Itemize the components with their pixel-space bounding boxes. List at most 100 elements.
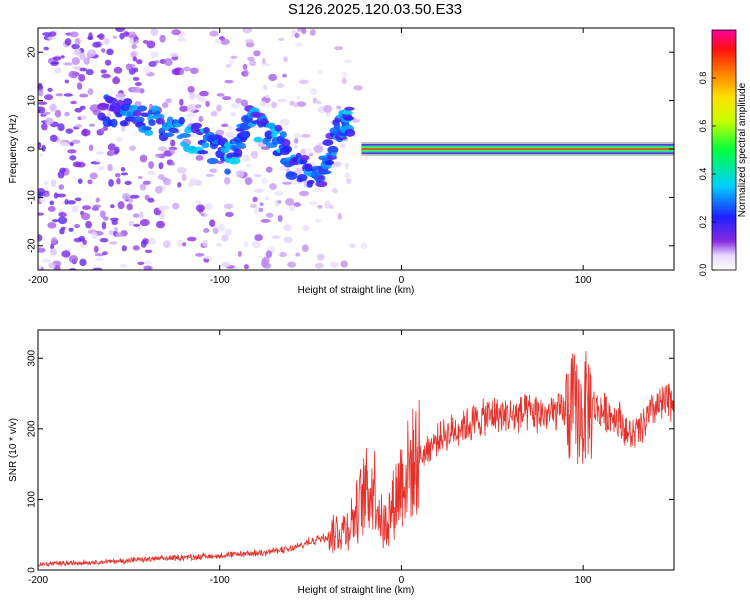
noise-blob [120, 172, 129, 176]
noise-blob [344, 162, 350, 169]
snr-x-ticks: -200 -100 0 100 [28, 330, 592, 586]
noise-blob [78, 74, 86, 82]
noise-blob [48, 262, 56, 269]
noise-blob [298, 79, 309, 85]
noise-blob [161, 101, 169, 109]
noise-blob [203, 255, 212, 260]
noise-blob [121, 245, 127, 252]
noise-blob [190, 67, 199, 74]
trace-blob [148, 119, 156, 126]
noise-blob [99, 210, 106, 219]
noise-blob [74, 197, 82, 202]
snr-y-ticks: 0 100 200 300 [27, 349, 674, 573]
noise-blob [107, 163, 113, 172]
trace-blob [142, 126, 152, 131]
noise-blob [69, 31, 79, 38]
trace-blob [344, 106, 355, 111]
noise-blob [127, 31, 137, 39]
noise-blob [113, 150, 119, 155]
noise-blob [53, 192, 59, 199]
noise-blob [41, 258, 52, 263]
x-tick-label: 100 [575, 275, 592, 286]
noise-blob [157, 221, 163, 227]
trace-blob [300, 154, 310, 161]
noise-blob [336, 105, 342, 110]
noise-blob [113, 66, 123, 74]
trace-blob [344, 128, 356, 137]
noise-blob [179, 69, 184, 76]
noise-blob [57, 216, 68, 225]
noise-blob [198, 115, 204, 123]
trace-blob [119, 120, 129, 127]
noise-blob [244, 69, 249, 77]
noise-blob [129, 194, 140, 199]
noise-blob [215, 129, 225, 136]
noise-blob [101, 221, 107, 230]
noise-blob [253, 50, 261, 57]
trace-blob [98, 103, 110, 108]
noise-blob [235, 97, 242, 104]
noise-blob [312, 97, 318, 104]
noise-blob [221, 123, 229, 128]
noise-blob [101, 73, 111, 79]
noise-blob [187, 85, 195, 93]
noise-blob [58, 184, 65, 190]
noise-blob [147, 197, 155, 203]
noise-blob [260, 146, 270, 150]
noise-blob [181, 173, 187, 182]
noise-blob [235, 169, 245, 178]
snr-marks [38, 351, 674, 567]
noise-blob [38, 101, 48, 106]
noise-blob [304, 147, 313, 155]
noise-blob [47, 87, 53, 93]
noise-blob [158, 206, 164, 212]
noise-blob [148, 60, 157, 68]
trace-blob [343, 115, 354, 121]
noise-blob [142, 39, 149, 44]
noise-blob [230, 102, 240, 109]
noise-blob [302, 225, 310, 231]
noise-blob [309, 88, 318, 95]
noise-blob [139, 218, 150, 227]
x-tick-label: 100 [575, 575, 592, 586]
noise-blob [301, 133, 311, 138]
noise-blob [89, 123, 95, 127]
noise-blob [271, 101, 277, 109]
noise-blob [126, 203, 133, 211]
trace-blob [123, 98, 133, 106]
noise-blob [351, 118, 360, 123]
noise-blob [73, 48, 82, 56]
trace-blob [228, 156, 241, 165]
noise-blob [340, 260, 348, 268]
noise-blob [194, 104, 202, 109]
noise-blob [87, 88, 94, 95]
snr-panel: -200 -100 0 100 0 100 200 300 Height of straig… [8, 329, 675, 596]
trace-blob [285, 171, 298, 180]
noise-blob [225, 211, 234, 218]
noise-blob [128, 197, 133, 204]
y-tick-label: 100 [27, 491, 38, 508]
noise-blob [153, 52, 160, 57]
noise-blob [50, 243, 55, 250]
noise-blob [283, 224, 292, 232]
noise-blob [64, 198, 69, 205]
noise-blob [92, 41, 101, 48]
noise-blob [137, 261, 145, 265]
noise-blob [230, 55, 238, 59]
noise-blob [223, 203, 234, 209]
noise-blob [47, 222, 57, 229]
noise-blob [194, 93, 202, 99]
trace-blob [282, 145, 293, 153]
noise-blob [64, 79, 69, 84]
noise-blob [114, 227, 119, 232]
noise-blob [98, 33, 105, 41]
spectrogram-x-ticks: -200 -100 0 100 [28, 28, 592, 286]
noise-blob [139, 210, 144, 219]
noise-blob [253, 206, 260, 214]
noise-blob [95, 197, 100, 203]
trace-blob [132, 109, 142, 117]
noise-blob [92, 267, 103, 270]
noise-blob [71, 139, 81, 144]
noise-blob [122, 31, 130, 38]
noise-blob [49, 248, 58, 256]
